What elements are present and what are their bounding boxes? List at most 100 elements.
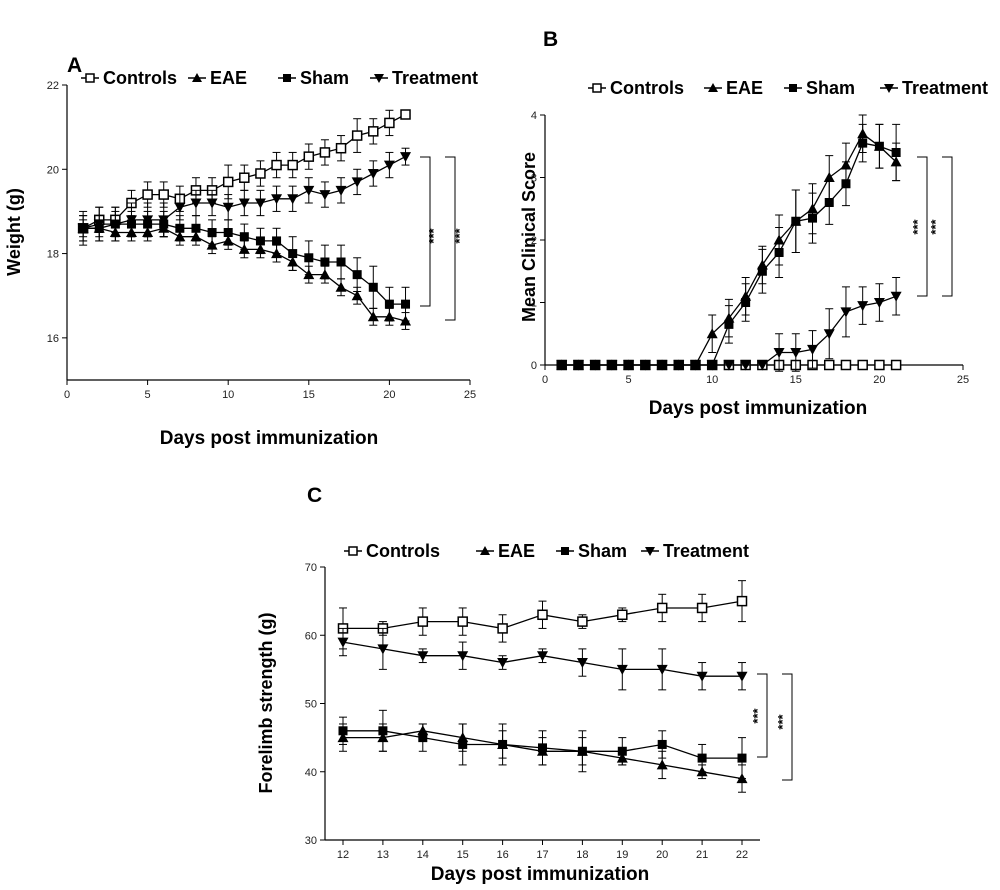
legend-label: Treatment bbox=[663, 541, 749, 561]
data-point-treatment bbox=[303, 185, 315, 196]
legend-label: Treatment bbox=[902, 78, 988, 98]
data-point-eae bbox=[367, 311, 379, 322]
data-point-controls bbox=[400, 109, 411, 120]
x-tick-label: 20 bbox=[383, 389, 395, 401]
data-point-treatment bbox=[756, 360, 768, 371]
data-point-controls bbox=[368, 126, 379, 137]
y-tick-label: 70 bbox=[305, 562, 317, 574]
legend-marker bbox=[283, 74, 291, 82]
x-axis-title: Days post immunization bbox=[431, 864, 650, 885]
x-tick-label: 20 bbox=[873, 374, 885, 386]
legend-marker bbox=[480, 546, 490, 555]
data-point-treatment bbox=[673, 360, 685, 371]
data-point-treatment bbox=[319, 190, 331, 201]
y-tick-label: 40 bbox=[305, 767, 317, 779]
data-point-sham bbox=[175, 223, 185, 233]
legend-marker bbox=[192, 73, 202, 82]
y-tick-label: 4 bbox=[531, 110, 537, 122]
significance-label: *** bbox=[750, 707, 765, 723]
data-point-treatment bbox=[706, 360, 718, 371]
data-point-treatment bbox=[206, 198, 218, 209]
data-point-treatment bbox=[857, 301, 869, 312]
data-point-treatment bbox=[807, 344, 819, 355]
data-point-treatment bbox=[142, 215, 154, 226]
data-point-treatment bbox=[556, 360, 568, 371]
data-point-treatment bbox=[696, 671, 708, 682]
data-point-treatment bbox=[656, 664, 668, 675]
data-point-sham bbox=[288, 249, 298, 259]
data-point-sham bbox=[498, 739, 508, 749]
x-tick-label: 25 bbox=[464, 389, 476, 401]
x-axis-title: Days post immunization bbox=[649, 398, 868, 419]
data-point-sham bbox=[757, 266, 767, 276]
data-point-treatment bbox=[457, 651, 469, 662]
y-tick-label: 3 bbox=[531, 173, 537, 185]
data-point-controls bbox=[617, 609, 628, 621]
data-point-controls bbox=[457, 616, 468, 627]
significance-label: *** bbox=[928, 218, 943, 234]
data-point-sham bbox=[191, 223, 201, 233]
x-tick-label: 10 bbox=[222, 389, 234, 401]
data-point-treatment bbox=[606, 360, 618, 371]
data-point-sham bbox=[418, 733, 428, 743]
data-point-treatment bbox=[623, 360, 635, 371]
data-point-sham bbox=[577, 746, 587, 756]
data-point-controls bbox=[656, 602, 668, 614]
data-point-eae bbox=[351, 290, 363, 301]
x-tick-label: 22 bbox=[736, 849, 748, 861]
data-point-sham bbox=[336, 257, 346, 267]
data-point-sham bbox=[617, 746, 627, 756]
data-point-sham bbox=[874, 141, 884, 151]
significance-bracket bbox=[782, 673, 793, 781]
data-point-controls bbox=[319, 147, 331, 158]
legend-label: EAE bbox=[726, 78, 763, 98]
x-tick-label: 14 bbox=[417, 849, 429, 861]
legend-label: Controls bbox=[610, 78, 684, 98]
x-tick-label: 12 bbox=[337, 849, 349, 861]
data-point-treatment bbox=[656, 360, 668, 371]
data-point-sham bbox=[320, 257, 330, 267]
y-tick-label: 60 bbox=[305, 630, 317, 642]
data-point-sham bbox=[384, 299, 394, 309]
data-point-treatment bbox=[537, 651, 548, 662]
data-point-treatment bbox=[238, 198, 250, 209]
data-point-sham bbox=[538, 743, 547, 753]
x-tick-label: 13 bbox=[377, 849, 389, 861]
data-point-treatment bbox=[689, 360, 701, 371]
significance-bracket bbox=[445, 156, 456, 321]
x-tick-label: 0 bbox=[542, 374, 548, 386]
data-point-controls bbox=[271, 159, 282, 171]
y-tick-label: 50 bbox=[305, 699, 317, 711]
data-point-treatment bbox=[174, 202, 186, 213]
data-point-treatment bbox=[125, 215, 137, 226]
data-point-sham bbox=[737, 753, 747, 763]
data-point-treatment bbox=[287, 194, 299, 205]
legend-label: Sham bbox=[578, 541, 627, 561]
x-tick-label: 25 bbox=[957, 374, 969, 386]
legend-label: Controls bbox=[366, 541, 440, 561]
significance-label: *** bbox=[910, 218, 925, 234]
x-tick-label: 15 bbox=[303, 389, 315, 401]
data-point-sham bbox=[841, 179, 851, 189]
data-point-treatment bbox=[639, 360, 651, 371]
data-point-sham bbox=[223, 228, 233, 237]
data-point-treatment bbox=[873, 298, 885, 308]
data-point-treatment bbox=[736, 671, 748, 682]
legend-label: EAE bbox=[498, 541, 535, 561]
data-point-sham bbox=[808, 213, 818, 223]
y-tick-label: 1 bbox=[531, 298, 537, 310]
y-tick-label: 2 bbox=[531, 235, 537, 247]
data-point-controls bbox=[303, 151, 315, 162]
data-point-sham bbox=[891, 148, 901, 157]
data-point-sham bbox=[255, 236, 265, 246]
data-point-treatment bbox=[190, 198, 202, 209]
x-tick-label: 16 bbox=[496, 849, 508, 861]
x-tick-label: 15 bbox=[457, 849, 469, 861]
data-point-controls bbox=[577, 616, 588, 627]
significance-bracket bbox=[942, 156, 953, 297]
data-point-treatment bbox=[222, 202, 234, 213]
data-point-treatment bbox=[572, 360, 584, 371]
data-point-sham bbox=[338, 726, 348, 736]
data-point-controls bbox=[158, 189, 169, 200]
data-point-eae bbox=[335, 281, 347, 292]
